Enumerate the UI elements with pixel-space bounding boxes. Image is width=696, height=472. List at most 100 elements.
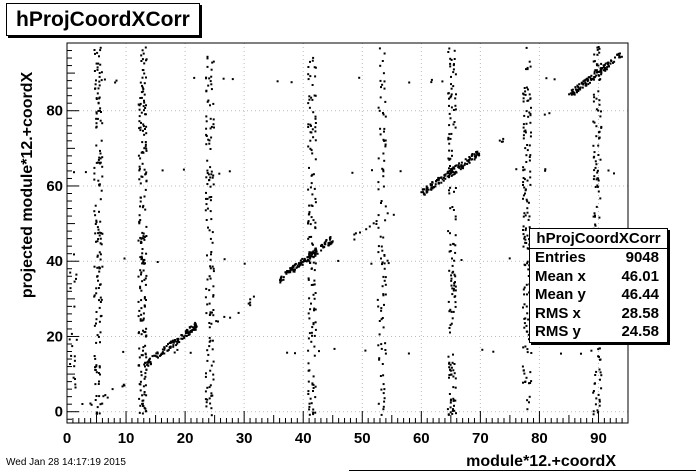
data-point — [600, 69, 603, 72]
data-point — [449, 137, 452, 140]
data-point — [143, 147, 146, 150]
data-point — [454, 165, 457, 168]
data-point — [99, 253, 102, 256]
data-point — [96, 92, 99, 95]
data-point — [600, 125, 603, 128]
data-point — [425, 190, 428, 192]
data-point — [181, 337, 184, 340]
data-point — [194, 323, 197, 326]
data-point — [145, 104, 147, 107]
data-point — [307, 73, 310, 76]
data-point — [143, 363, 146, 366]
data-point — [524, 214, 527, 217]
data-point — [187, 331, 190, 334]
data-point — [462, 165, 465, 168]
data-point — [526, 207, 529, 210]
data-point — [365, 228, 368, 231]
data-point — [141, 175, 144, 178]
data-point — [145, 274, 148, 277]
data-point — [473, 153, 476, 156]
data-point — [524, 192, 526, 195]
data-point — [452, 166, 455, 169]
data-point — [161, 169, 164, 172]
data-point — [75, 277, 77, 280]
data-point — [447, 136, 450, 139]
data-point — [382, 112, 384, 114]
data-point — [447, 92, 450, 95]
data-point — [593, 169, 596, 172]
data-point — [426, 186, 429, 189]
data-point — [205, 127, 208, 130]
data-point — [312, 255, 315, 258]
data-point — [454, 281, 456, 284]
data-point — [96, 117, 99, 120]
data-point — [454, 377, 457, 380]
data-point — [522, 93, 525, 96]
data-point — [293, 268, 295, 271]
data-point — [524, 241, 527, 244]
data-point — [528, 395, 531, 398]
data-point — [205, 405, 208, 408]
data-point — [377, 214, 380, 217]
data-point — [463, 163, 466, 166]
data-point — [449, 186, 452, 189]
data-point — [212, 118, 215, 121]
data-point — [143, 62, 146, 65]
data-point — [95, 318, 98, 321]
data-point — [307, 369, 310, 372]
data-point — [95, 112, 98, 115]
data-point — [446, 172, 449, 175]
data-point — [145, 327, 148, 330]
data-point — [447, 51, 450, 53]
y-tick-label: 0 — [55, 404, 63, 421]
data-point — [313, 279, 316, 282]
data-point — [459, 168, 462, 171]
data-point — [100, 189, 103, 192]
data-point — [161, 351, 164, 354]
data-point — [313, 94, 316, 97]
data-point — [187, 334, 190, 336]
data-point — [522, 381, 524, 384]
data-point — [212, 294, 215, 297]
data-point — [453, 372, 456, 375]
stats-label: RMS x — [535, 304, 581, 322]
data-point — [143, 331, 146, 334]
data-point — [449, 117, 452, 120]
data-point — [598, 136, 601, 139]
x-axis-ticks: 0 10 20 30 40 50 60 70 80 90 — [63, 411, 629, 447]
data-point — [604, 62, 607, 65]
data-point — [327, 244, 330, 247]
data-point — [597, 144, 600, 147]
data-point — [382, 138, 385, 141]
data-point — [455, 412, 457, 415]
data-point — [139, 157, 142, 160]
data-point — [312, 56, 315, 59]
data-point — [595, 74, 598, 77]
data-point — [587, 79, 590, 82]
data-point — [99, 149, 101, 152]
data-point — [527, 275, 530, 277]
data-point — [156, 352, 159, 355]
data-point — [603, 68, 606, 71]
data-point — [141, 402, 144, 405]
data-point — [464, 158, 467, 161]
data-point — [380, 388, 383, 391]
data-point — [529, 183, 532, 186]
data-point — [448, 167, 450, 170]
data-point — [594, 160, 597, 163]
data-point — [99, 119, 102, 122]
data-point — [143, 93, 146, 96]
data-point — [529, 65, 532, 68]
data-point — [617, 53, 620, 56]
data-point — [603, 64, 606, 66]
data-point — [144, 372, 147, 375]
data-point — [528, 226, 531, 229]
data-point — [139, 102, 142, 105]
data-point — [209, 237, 212, 240]
data-point — [205, 312, 208, 315]
data-point — [205, 197, 207, 200]
data-point — [522, 166, 525, 169]
data-point — [351, 171, 354, 174]
data-point — [613, 60, 616, 63]
data-point — [143, 406, 146, 409]
